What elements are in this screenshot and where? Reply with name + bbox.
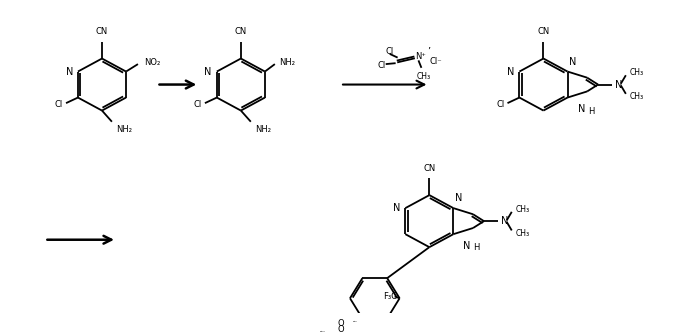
- Text: H: H: [473, 243, 480, 252]
- Text: Cl: Cl: [386, 47, 394, 55]
- Text: CN: CN: [234, 27, 247, 36]
- Text: ethoxy2: ethoxy2: [320, 331, 326, 332]
- Text: N: N: [507, 66, 514, 76]
- Text: N: N: [393, 203, 400, 213]
- Text: NO₂: NO₂: [144, 58, 160, 67]
- Text: NH₂: NH₂: [116, 126, 132, 134]
- Text: O: O: [337, 325, 344, 334]
- Text: NH₂: NH₂: [255, 126, 271, 134]
- Text: F₃C: F₃C: [383, 292, 397, 301]
- Text: CN: CN: [538, 27, 550, 36]
- Text: N: N: [456, 193, 463, 203]
- Text: CH₃: CH₃: [630, 92, 644, 101]
- Text: H: H: [588, 107, 594, 116]
- Text: N: N: [66, 66, 73, 76]
- Text: N: N: [615, 79, 622, 90]
- Text: O: O: [338, 319, 344, 328]
- Text: ’: ’: [428, 47, 430, 57]
- Text: ethoxy: ethoxy: [353, 321, 358, 322]
- Text: CH₃: CH₃: [416, 72, 430, 81]
- Text: N: N: [500, 216, 508, 226]
- Text: N: N: [578, 104, 585, 114]
- Text: Cl: Cl: [194, 101, 202, 110]
- Text: NH₂: NH₂: [279, 58, 295, 67]
- Text: Cl: Cl: [377, 61, 386, 70]
- Text: CN: CN: [96, 27, 108, 36]
- Text: Cl: Cl: [496, 101, 505, 110]
- Text: Cl: Cl: [55, 101, 63, 110]
- Text: N: N: [204, 66, 212, 76]
- Text: N: N: [463, 241, 470, 251]
- Text: CH₃: CH₃: [516, 204, 530, 213]
- Text: CH₃: CH₃: [516, 229, 530, 238]
- Text: Cl⁻: Cl⁻: [429, 57, 442, 66]
- Text: CN: CN: [424, 164, 435, 173]
- Text: N: N: [570, 57, 577, 67]
- Text: N⁺: N⁺: [416, 52, 426, 61]
- Text: CH₃: CH₃: [630, 68, 644, 77]
